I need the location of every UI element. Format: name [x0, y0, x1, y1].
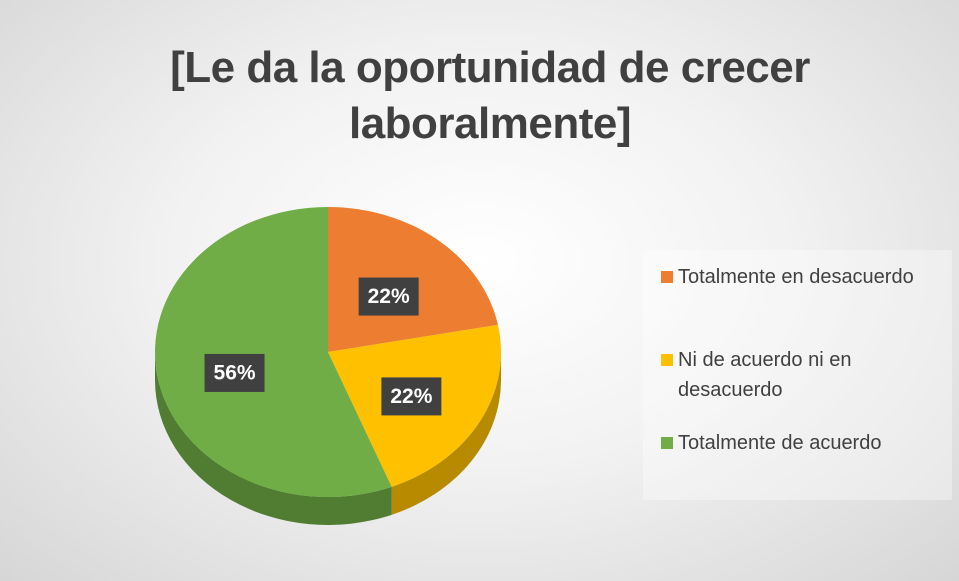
- legend-label: Totalmente en desacuerdo: [678, 266, 914, 288]
- legend: Totalmente en desacuerdo Ni de acuerdo ni…: [643, 250, 952, 500]
- legend-swatch: [661, 354, 673, 366]
- data-label-box: [358, 277, 419, 316]
- data-label: 56%: [214, 361, 256, 384]
- data-label: 22%: [368, 285, 410, 308]
- data-label: 22%: [390, 385, 432, 408]
- pie-slice: [155, 207, 392, 497]
- chart-title: [Le da la oportunidad de crecer laboralm…: [170, 43, 810, 148]
- legend-swatch: [661, 437, 673, 449]
- data-label-box: [381, 377, 442, 416]
- legend-entry: Ni de acuerdo ni en desacuerdo: [661, 345, 936, 405]
- pie-slice-side: [155, 352, 392, 525]
- pie-slice-side: [391, 352, 501, 515]
- legend-entry: Totalmente de acuerdo: [661, 428, 936, 458]
- legend-swatch: [661, 271, 673, 283]
- chart: 22% 22% 56%: [155, 207, 502, 525]
- legend-label: Totalmente de acuerdo: [678, 432, 882, 454]
- legend-entry: Totalmente en desacuerdo: [661, 262, 936, 292]
- legend-label: Ni de acuerdo ni en desacuerdo: [678, 349, 852, 401]
- data-label-box: [204, 353, 265, 392]
